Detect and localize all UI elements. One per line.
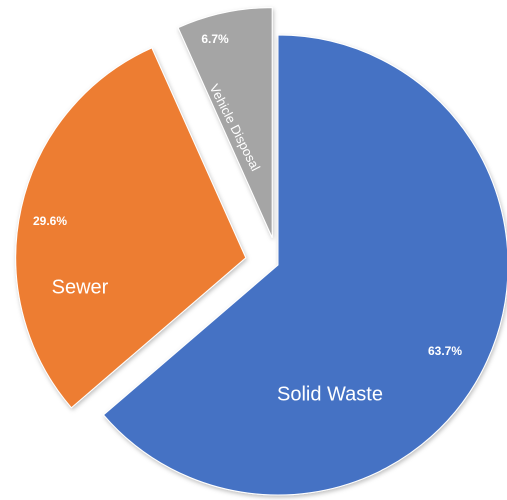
- data-label: 6.7%: [201, 32, 229, 46]
- category-label: Sewer: [52, 276, 109, 298]
- data-label: 29.6%: [33, 214, 67, 228]
- category-label: Solid Waste: [277, 383, 383, 405]
- data-label: 63.7%: [428, 344, 462, 358]
- pie: [15, 7, 507, 496]
- pie-slice: [102, 34, 507, 496]
- pie-slice: [15, 47, 247, 409]
- pie-slice: [177, 7, 273, 238]
